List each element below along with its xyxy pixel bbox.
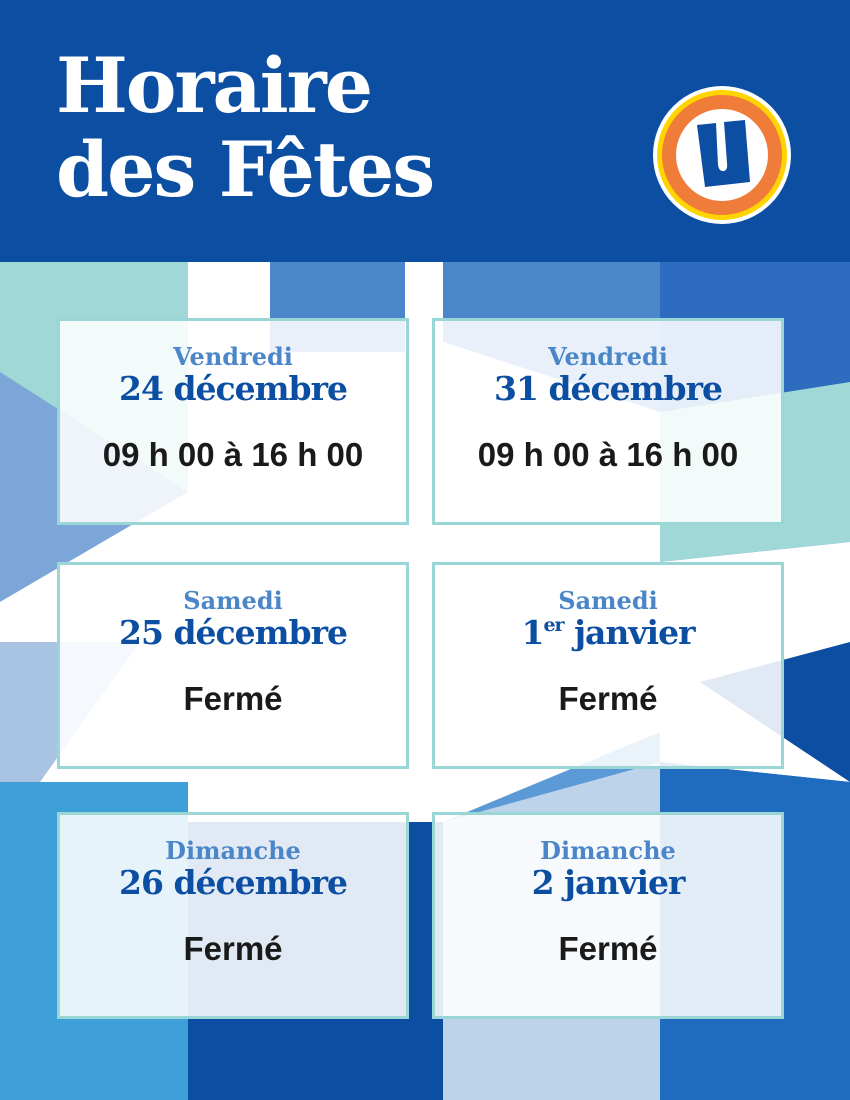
date-label: 1er janvier (521, 613, 696, 652)
hours-label: Fermé (183, 680, 283, 717)
date-label: 25 décembre (119, 613, 348, 652)
day-label: Vendredi (173, 342, 293, 371)
u-logo-icon (653, 86, 791, 224)
title-line-2: des Fêtes (56, 125, 435, 214)
hours-label: Fermé (183, 930, 283, 967)
schedule-card: Dimanche 26 décembre Fermé (57, 812, 409, 1019)
schedule-card: Samedi 25 décembre Fermé (57, 562, 409, 769)
header: Horaire des Fêtes (0, 0, 850, 262)
day-label: Dimanche (540, 836, 676, 865)
schedule-card: Dimanche 2 janvier Fermé (432, 812, 784, 1019)
title-line-1: Horaire (56, 41, 373, 130)
date-label: 24 décembre (119, 369, 348, 408)
schedule-card: Samedi 1er janvier Fermé (432, 562, 784, 769)
hours-label: Fermé (558, 930, 658, 967)
hours-label: 09 h 00 à 16 h 00 (102, 436, 364, 473)
page-title: Horaire des Fêtes (56, 41, 435, 214)
day-label: Samedi (183, 586, 283, 615)
day-label: Dimanche (165, 836, 301, 865)
day-label: Samedi (558, 586, 658, 615)
date-label: 2 janvier (531, 863, 686, 902)
day-label: Vendredi (548, 342, 668, 371)
hours-label: 09 h 00 à 16 h 00 (477, 436, 739, 473)
date-label: 31 décembre (494, 369, 723, 408)
schedule-card: Vendredi 24 décembre 09 h 00 à 16 h 00 (57, 318, 409, 525)
hours-label: Fermé (558, 680, 658, 717)
schedule-card: Vendredi 31 décembre 09 h 00 à 16 h 00 (432, 318, 784, 525)
date-label: 26 décembre (119, 863, 348, 902)
